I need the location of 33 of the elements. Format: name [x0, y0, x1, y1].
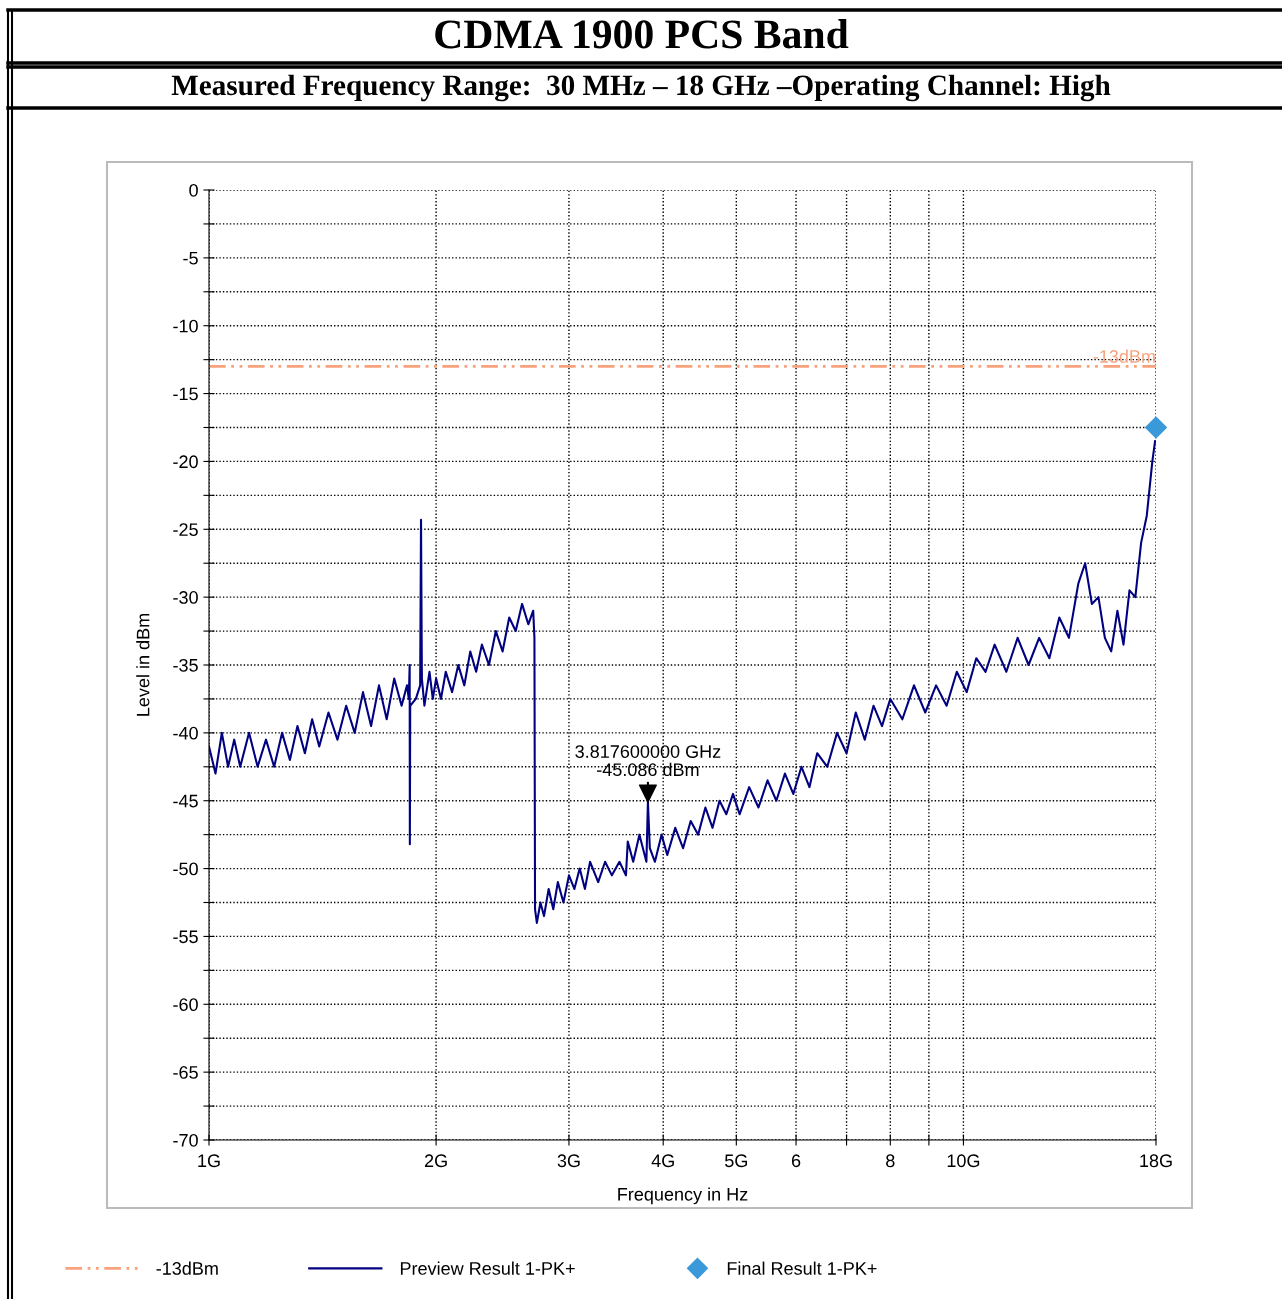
- y-tick-label: -30: [173, 591, 198, 604]
- legend-label: Preview Result 1-PK+: [400, 1261, 575, 1275]
- y-tick-label: -20: [173, 455, 198, 469]
- y-tick-label: -40: [173, 726, 198, 740]
- x-tick-label: 10G: [947, 1154, 980, 1168]
- y-tick-label: -25: [173, 523, 198, 537]
- y-tick-label: -45: [173, 794, 198, 808]
- ref-line-label: -13dBm: [1093, 349, 1155, 363]
- y-axis-title: Level in dBm: [136, 614, 150, 716]
- x-axis-title: Frequency in Hz: [618, 1187, 748, 1205]
- x-tick-label: 8: [886, 1154, 895, 1168]
- x-tick-label: 18G: [1140, 1154, 1172, 1168]
- chart-title: CDMA 1900 PCS Band: [435, 19, 849, 49]
- y-tick-label: -55: [173, 930, 198, 944]
- y-tick-label: -65: [173, 1066, 198, 1079]
- y-tick-label: -5: [183, 251, 198, 265]
- x-tick-label: 3G: [557, 1154, 580, 1168]
- y-tick-label: -10: [173, 319, 198, 333]
- y-tick-label: -15: [173, 387, 198, 401]
- x-tick-label: 6: [791, 1154, 801, 1168]
- y-tick-label: -50: [173, 862, 198, 876]
- y-tick-label: 0: [189, 183, 198, 197]
- chart-subtitle: Measured Frequency Range: 30 MHz – 18 GHz –Operating Channel: High: [171, 74, 1111, 102]
- y-tick-label: -70: [173, 1133, 198, 1147]
- text: -13dBm: [156, 1261, 218, 1275]
- x-tick-label: 4G: [651, 1154, 674, 1168]
- y-tick-label: -60: [173, 998, 198, 1012]
- x-tick-label: 2G: [424, 1154, 447, 1168]
- x-tick-label: 5G: [725, 1154, 748, 1168]
- legend-label: Final Result 1-PK+: [727, 1261, 877, 1275]
- y-tick-label: -35: [173, 658, 198, 672]
- annotation: 3.817600000 GHz -45.086 dBm: [575, 745, 721, 777]
- x-tick-label: 1G: [198, 1154, 220, 1168]
